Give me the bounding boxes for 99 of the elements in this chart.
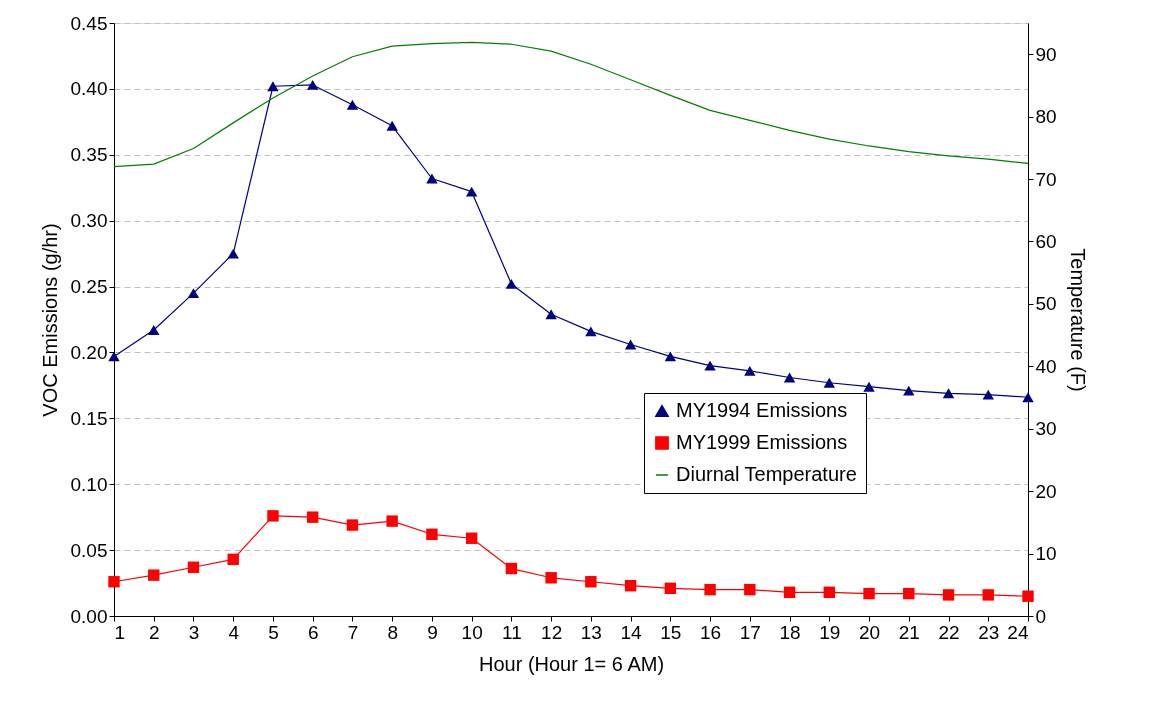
point xyxy=(783,586,796,598)
point xyxy=(386,515,398,527)
point xyxy=(187,561,200,573)
x-tick-label: 4 xyxy=(228,621,240,643)
point xyxy=(664,582,677,595)
point xyxy=(585,326,597,337)
point xyxy=(108,576,120,588)
y-tick-label: 0.10 xyxy=(70,473,108,495)
point xyxy=(744,365,756,376)
point xyxy=(346,99,359,110)
point xyxy=(426,173,438,184)
point xyxy=(1022,590,1034,602)
point xyxy=(942,589,955,601)
x-tick-label: 8 xyxy=(387,621,398,643)
y-tick-label: 0.15 xyxy=(70,407,108,429)
point xyxy=(982,389,994,400)
point xyxy=(505,562,518,575)
x-tick-label: 22 xyxy=(938,621,960,643)
y-axis-title: VOC Emissions (g/hr) xyxy=(38,223,61,417)
point xyxy=(306,80,319,90)
point xyxy=(1022,392,1034,403)
x-tick-label: 2 xyxy=(148,621,160,643)
point xyxy=(346,519,359,531)
y-tick-label: 0.40 xyxy=(70,78,108,100)
y-tick-label: 0.30 xyxy=(70,210,108,232)
legend-label: Diurnal Temperature xyxy=(676,463,857,485)
point xyxy=(267,510,279,522)
point xyxy=(982,589,994,601)
point xyxy=(306,511,319,523)
y2-tick-label: 60 xyxy=(1035,230,1057,252)
y2-tick-label: 0 xyxy=(1035,605,1047,627)
legend-label: MY1994 Emissions xyxy=(676,399,848,421)
point xyxy=(704,360,716,371)
y2-tick-label: 50 xyxy=(1035,293,1057,315)
point xyxy=(545,309,557,320)
y-tick-label: 0.35 xyxy=(70,144,108,166)
point xyxy=(267,81,279,92)
point xyxy=(624,579,637,592)
x-tick-label: 17 xyxy=(739,621,761,643)
y2-tick-label: 40 xyxy=(1035,355,1057,377)
x-tick-label: 23 xyxy=(978,621,1000,643)
point xyxy=(704,583,716,596)
y-tick-label: 0.20 xyxy=(70,341,108,363)
line-series xyxy=(113,41,1029,168)
x-tick-label: 1 xyxy=(114,621,126,643)
x-tick-label: 20 xyxy=(858,621,881,643)
point xyxy=(227,248,239,259)
point xyxy=(863,381,875,392)
x-tick-label: 13 xyxy=(580,621,602,643)
x-tick-label: 15 xyxy=(660,621,682,643)
legend-label: MY1999 Emissions xyxy=(676,431,848,453)
point xyxy=(187,288,200,299)
point xyxy=(903,385,915,396)
point xyxy=(148,569,160,581)
x-tick-label: 16 xyxy=(700,621,722,643)
y2-tick-label: 80 xyxy=(1035,106,1057,128)
point xyxy=(903,587,915,600)
point xyxy=(426,528,438,540)
y2-tick-label: 20 xyxy=(1035,480,1057,502)
y2-tick-label: 90 xyxy=(1035,43,1057,65)
y2-axis-title: Temperature (F) xyxy=(1066,248,1089,392)
x-tick-label: 6 xyxy=(307,621,319,643)
x-tick-label: 21 xyxy=(898,621,920,643)
y-tick-label: 0.05 xyxy=(70,539,108,561)
point xyxy=(148,325,160,335)
y2-tick-label: 10 xyxy=(1035,543,1057,565)
x-tick-label: 9 xyxy=(427,621,438,643)
y-tick-label: 0.45 xyxy=(70,12,108,34)
point xyxy=(386,120,398,131)
point xyxy=(585,576,597,588)
x-tick-label: 24 xyxy=(1007,621,1029,643)
x-axis-title: Hour (Hour 1= 6 AM) xyxy=(478,652,665,675)
y2-tick-label: 70 xyxy=(1035,168,1057,190)
point xyxy=(545,572,557,584)
x-tick-label: 7 xyxy=(347,621,359,643)
point xyxy=(744,583,756,596)
point xyxy=(465,532,478,544)
x-tick-label: 19 xyxy=(819,621,841,643)
x-tick-label: 11 xyxy=(502,621,522,643)
point xyxy=(227,553,239,566)
point xyxy=(108,351,120,362)
y-tick-label: 0.00 xyxy=(70,605,108,627)
x-tick-label: 18 xyxy=(779,621,801,643)
point xyxy=(863,587,875,600)
point xyxy=(664,351,677,362)
point xyxy=(942,388,955,399)
x-tick-label: 14 xyxy=(620,621,643,643)
x-tick-label: 12 xyxy=(541,621,563,643)
y-tick-label: 0.25 xyxy=(70,276,108,298)
x-tick-label: 10 xyxy=(461,621,483,643)
point xyxy=(465,186,478,197)
x-tick-label: 5 xyxy=(268,621,279,643)
point xyxy=(823,586,836,598)
y2-tick-label: 30 xyxy=(1035,418,1057,440)
point xyxy=(624,339,637,350)
point xyxy=(823,377,836,388)
point xyxy=(505,278,518,289)
point xyxy=(783,372,796,383)
x-tick-label: 3 xyxy=(188,621,200,643)
